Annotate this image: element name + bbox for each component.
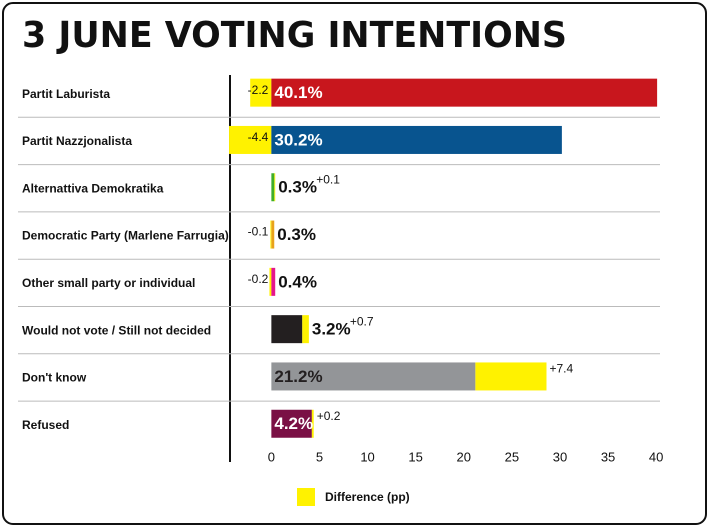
bar xyxy=(271,173,275,202)
bar xyxy=(271,362,476,391)
value-label: 4.2% xyxy=(274,414,313,433)
value-label: 21.2% xyxy=(274,367,322,386)
category-label: Partit Laburista xyxy=(22,87,110,101)
category-label: Alternattiva Demokratika xyxy=(22,181,164,195)
category-label: Other small party or individual xyxy=(22,276,195,290)
difference-bar xyxy=(311,409,314,438)
difference-label: -0.1 xyxy=(248,225,269,239)
category-label: Refused xyxy=(22,418,69,432)
x-tick-label: 0 xyxy=(268,449,275,464)
x-tick-label: 25 xyxy=(505,449,519,464)
x-tick-label: 40 xyxy=(649,449,663,464)
category-label: Would not vote / Still not decided xyxy=(22,323,211,337)
difference-bar xyxy=(250,78,272,107)
difference-label: +0.7 xyxy=(350,314,374,328)
x-tick-label: 20 xyxy=(457,449,471,464)
difference-bar xyxy=(269,267,272,296)
legend-swatch xyxy=(297,488,315,506)
value-label: 40.1% xyxy=(274,83,322,102)
value-label: 0.4% xyxy=(278,272,317,291)
difference-bar xyxy=(302,315,309,344)
legend-label: Difference (pp) xyxy=(325,490,410,504)
category-label: Partit Nazzjonalista xyxy=(22,134,132,148)
x-tick-label: 10 xyxy=(360,449,374,464)
difference-bar xyxy=(270,220,272,249)
x-tick-label: 35 xyxy=(601,449,615,464)
value-label: 0.3% xyxy=(277,225,316,244)
value-label: 3.2% xyxy=(312,320,351,339)
difference-bar xyxy=(229,125,272,154)
bar xyxy=(271,220,275,249)
difference-label: +7.4 xyxy=(549,362,573,376)
chart-title: 3 JUNE VOTING INTENTIONS xyxy=(22,15,567,56)
category-label: Don't know xyxy=(22,371,87,385)
bar xyxy=(271,78,658,107)
bar xyxy=(271,267,276,296)
x-tick-label: 15 xyxy=(408,449,422,464)
x-tick-label: 30 xyxy=(553,449,567,464)
difference-label: -2.2 xyxy=(248,83,269,97)
difference-label: -0.2 xyxy=(248,272,269,286)
category-label: Democratic Party (Marlene Farrugia) xyxy=(22,229,229,243)
difference-bar xyxy=(274,173,276,202)
bar xyxy=(271,125,562,154)
x-tick-label: 5 xyxy=(316,449,323,464)
difference-bar xyxy=(475,362,547,391)
difference-label: +0.2 xyxy=(317,409,341,423)
bar xyxy=(271,315,303,344)
value-label: 0.3% xyxy=(278,178,317,197)
bar xyxy=(271,409,312,438)
value-label: 30.2% xyxy=(274,130,322,149)
difference-label: -4.4 xyxy=(248,130,269,144)
difference-label: +0.1 xyxy=(316,172,340,186)
